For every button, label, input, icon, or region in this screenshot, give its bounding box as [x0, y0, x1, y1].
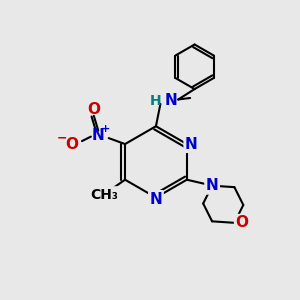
Text: N: N: [92, 128, 105, 142]
Text: O: O: [87, 102, 100, 117]
Text: +: +: [101, 124, 110, 134]
Text: −: −: [57, 131, 67, 144]
Text: N: N: [164, 94, 177, 109]
Text: N: N: [185, 136, 198, 152]
Text: H: H: [150, 94, 162, 108]
Text: CH₃: CH₃: [90, 188, 118, 202]
Text: O: O: [65, 136, 78, 152]
Text: N: N: [150, 191, 162, 206]
Text: O: O: [235, 215, 248, 230]
Text: N: N: [206, 178, 218, 193]
